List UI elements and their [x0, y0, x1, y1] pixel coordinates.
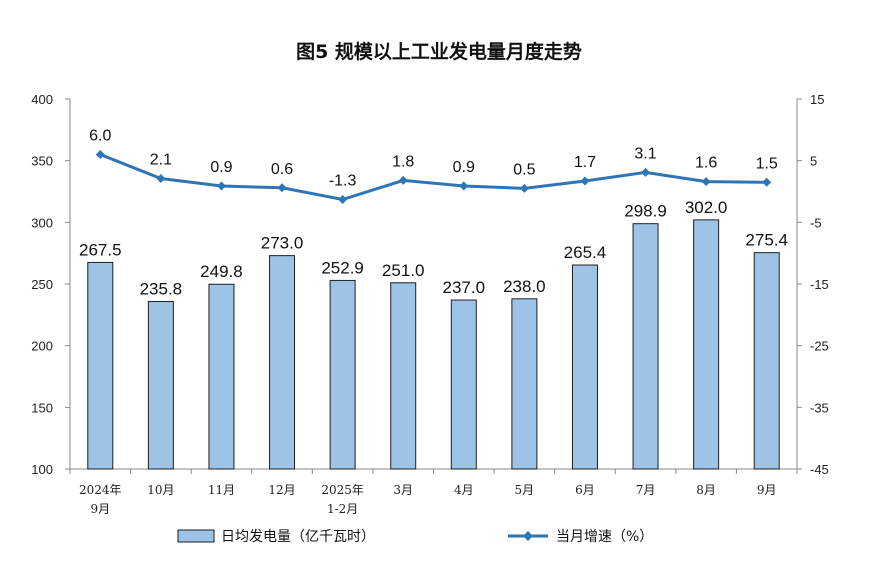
line-point: [216, 181, 226, 191]
bar-value-label: 235.8: [140, 280, 183, 299]
line-series: [95, 150, 772, 205]
right-tick-label: -45: [810, 462, 829, 477]
line-value-label: -1.3: [329, 173, 357, 190]
legend: 日均发电量（亿千瓦时） 当月增速（%）: [177, 529, 653, 545]
left-tick-label: 100: [31, 462, 53, 477]
x-tick-label: 8月: [696, 483, 716, 497]
line-value-label: 1.7: [574, 154, 596, 171]
x-tick-label: 5月: [515, 483, 535, 497]
bar-value-label: 252.9: [321, 258, 364, 277]
line-point: [95, 150, 105, 159]
x-tick-label: 1-2月: [327, 502, 358, 516]
bar-series: [87, 219, 780, 470]
left-tick-label: 200: [31, 339, 53, 354]
bar-value-label: 251.0: [382, 261, 425, 280]
bar-value-label: 298.9: [624, 202, 667, 221]
line-value-label: 3.1: [634, 145, 656, 162]
x-tick-labels: 2024年 9月 10月 11月 12月 2025年 1-2月 3月 4月 5月 6月 7月 8月 9月: [79, 483, 777, 516]
left-tick-label: 250: [31, 277, 53, 292]
right-tick-label: -5: [810, 215, 822, 230]
line-point: [398, 175, 408, 185]
bar: [753, 252, 780, 470]
x-tick-label: 4月: [454, 483, 474, 497]
line-value-label: 0.9: [453, 159, 475, 176]
x-tick-label: 9月: [90, 502, 110, 516]
line-value-label: 6.0: [89, 128, 111, 145]
right-tick-label: -25: [810, 339, 829, 354]
line-value-label: 1.8: [392, 153, 414, 170]
x-tick-label: 2024年: [79, 483, 122, 497]
bar: [87, 261, 114, 470]
bar-value-label: 265.4: [564, 243, 607, 262]
legend-label-line: 当月增速（%）: [556, 529, 653, 545]
bar: [147, 301, 174, 470]
right-tick-label: -35: [810, 400, 829, 415]
bar-labels: 267.5 235.8 249.8 273.0 252.9 251.0 237.0 238.0…: [79, 198, 788, 299]
line-point: [762, 177, 772, 187]
right-tick-label: 15: [810, 92, 824, 107]
left-tick-label: 350: [31, 154, 53, 169]
line-value-label: 1.5: [756, 155, 778, 172]
line-value-label: 0.6: [271, 161, 293, 178]
bar: [571, 264, 598, 470]
bar: [632, 223, 659, 470]
line-path: [99, 153, 767, 202]
line-point: [580, 176, 590, 186]
bar: [511, 298, 538, 470]
left-tick-label: 300: [31, 215, 53, 230]
x-tick-label: 9月: [757, 483, 777, 497]
line-value-label: 2.1: [150, 152, 172, 169]
bar-value-label: 238.0: [503, 277, 546, 296]
line-point: [338, 195, 348, 205]
x-tick-label: 6月: [575, 483, 595, 497]
legend-swatch-marker: [523, 531, 533, 541]
line-point: [156, 174, 166, 184]
right-tick-label: -15: [810, 277, 829, 292]
x-tick-label: 3月: [393, 483, 413, 497]
bar: [693, 219, 720, 470]
bar: [329, 279, 356, 470]
bar: [390, 282, 417, 470]
x-tick-label: 2025年: [321, 483, 364, 497]
x-tick-label: 7月: [636, 483, 656, 497]
bar: [208, 283, 235, 470]
line-point: [701, 177, 711, 187]
bar-value-label: 249.8: [200, 262, 243, 281]
line-point: [277, 183, 287, 193]
x-tick-label: 12月: [268, 483, 295, 497]
line-labels: 6.0 2.1 0.9 0.6 -1.3 1.8 0.9 0.5 1.7 3.1 1.6 1.5: [89, 128, 778, 190]
line-value-label: 0.9: [210, 159, 232, 176]
x-tick-label: 11月: [208, 483, 235, 497]
line-point: [519, 183, 529, 193]
right-tick-label: 5: [810, 154, 817, 169]
bar-value-label: 273.0: [261, 234, 304, 253]
line-value-label: 0.5: [513, 161, 535, 178]
line-point: [459, 181, 469, 191]
bar-value-label: 302.0: [685, 198, 728, 217]
bar: [450, 299, 477, 470]
left-tick-label: 150: [31, 400, 53, 415]
x-tick-label: 10月: [147, 483, 174, 497]
line-value-label: 1.6: [695, 155, 717, 172]
chart-title: 图5 规模以上工业发电量月度走势: [296, 40, 582, 63]
legend-swatch-bar: [177, 529, 215, 543]
bar: [269, 255, 296, 470]
axes: 100 150 200 250 300 350 400 -45 -35 -25 -15 -5 5 15: [31, 92, 829, 477]
legend-label-bar: 日均发电量（亿千瓦时）: [221, 529, 375, 545]
bar-value-label: 275.4: [745, 231, 788, 250]
line-point: [641, 167, 651, 177]
bar-value-label: 237.0: [443, 278, 486, 297]
left-tick-label: 400: [31, 92, 53, 107]
bar-value-label: 267.5: [79, 240, 122, 259]
